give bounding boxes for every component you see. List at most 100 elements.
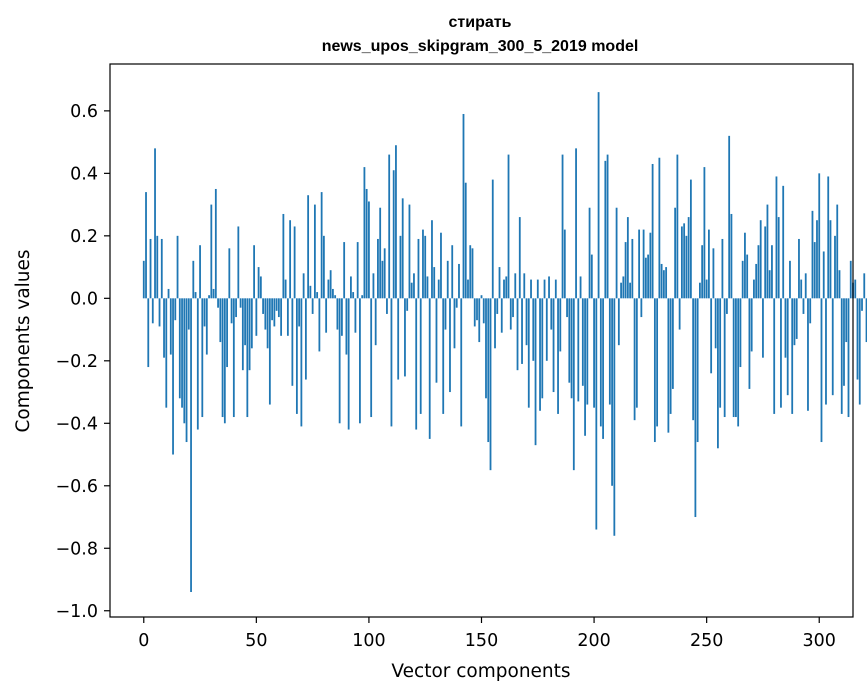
bar-177 — [541, 298, 544, 399]
bar-130 — [435, 298, 438, 383]
bar-162 — [507, 154, 510, 299]
x-ticks: 0 50 100 150 200 250 300 — [138, 617, 836, 651]
bar-98 — [363, 167, 366, 299]
bar-250 — [705, 279, 708, 299]
bar-90 — [345, 298, 348, 355]
bar-274 — [759, 220, 762, 299]
bar-230 — [660, 263, 663, 299]
bar-57 — [271, 298, 274, 321]
bar-238 — [678, 298, 681, 330]
bar-284 — [782, 185, 785, 299]
bar-232 — [665, 267, 668, 299]
bar-170 — [525, 298, 528, 346]
bar-212 — [620, 282, 622, 299]
bar-235 — [671, 298, 674, 389]
bar-183 — [554, 279, 557, 299]
bar-152 — [485, 298, 487, 399]
bar-190 — [570, 298, 573, 399]
bar-193 — [577, 298, 580, 402]
bar-262 — [732, 298, 735, 418]
bar-266 — [741, 260, 744, 299]
bar-319 — [861, 298, 863, 311]
bar-6 — [156, 235, 159, 299]
y-tick-label: −1.0 — [56, 602, 99, 622]
bar-15 — [176, 235, 179, 299]
bar-267 — [744, 232, 746, 299]
bar-136 — [449, 298, 451, 393]
bar-289 — [793, 298, 796, 346]
y-tick-label: 0.2 — [70, 227, 98, 247]
bar-200 — [593, 298, 595, 408]
bar-54 — [264, 298, 267, 330]
bar-184 — [557, 298, 559, 414]
bar-290 — [795, 298, 798, 339]
bar-320 — [863, 273, 866, 299]
bar-316 — [854, 279, 857, 299]
bar-87 — [338, 298, 341, 424]
bar-113 — [397, 298, 400, 380]
bar-34 — [219, 298, 222, 343]
bar-79 — [320, 192, 323, 299]
bar-5 — [154, 148, 156, 299]
bar-204 — [602, 298, 604, 439]
bar-240 — [683, 223, 686, 299]
bar-244 — [692, 298, 695, 421]
bar-294 — [804, 273, 807, 299]
bar-16 — [178, 298, 181, 399]
bar-160 — [503, 279, 505, 299]
bar-185 — [559, 298, 562, 352]
bar-188 — [566, 298, 568, 318]
bar-64 — [286, 298, 289, 336]
bar-135 — [446, 260, 449, 299]
bar-198 — [588, 207, 591, 299]
bar-81 — [325, 298, 328, 333]
bar-251 — [708, 229, 710, 299]
bar-174 — [534, 298, 537, 446]
bar-281 — [775, 176, 778, 299]
bar-307 — [834, 235, 836, 299]
bar-83 — [329, 270, 332, 299]
bar-91 — [347, 298, 350, 430]
bar-263 — [735, 298, 737, 418]
bar-143 — [464, 182, 467, 299]
bar-132 — [440, 232, 442, 299]
y-axis-label: Components values — [13, 249, 34, 432]
bar-227 — [653, 298, 656, 443]
bar-45 — [244, 298, 246, 346]
bar-277 — [766, 204, 769, 299]
bar-206 — [606, 154, 609, 299]
bar-300 — [818, 173, 821, 299]
bar-149 — [478, 298, 481, 343]
bar-163 — [509, 298, 512, 330]
bar-272 — [755, 263, 758, 299]
bar-78 — [318, 298, 321, 352]
bar-182 — [552, 298, 555, 393]
bar-248 — [701, 245, 704, 299]
bar-125 — [424, 235, 427, 299]
bar-205 — [604, 160, 607, 299]
bar-108 — [386, 298, 388, 314]
bar-118 — [408, 204, 411, 299]
bar-228 — [656, 298, 659, 427]
bar-97 — [361, 295, 364, 299]
bar-145 — [469, 245, 472, 299]
bar-181 — [550, 298, 553, 330]
bar-48 — [250, 298, 253, 349]
bar-117 — [406, 298, 409, 311]
bar-195 — [581, 298, 584, 386]
bar-60 — [277, 298, 280, 318]
bar-260 — [728, 135, 731, 299]
bar-199 — [590, 254, 593, 299]
bar-242 — [687, 217, 690, 299]
bar-176 — [539, 298, 541, 411]
bar-253 — [712, 248, 715, 299]
bar-142 — [462, 113, 465, 299]
bar-103 — [374, 298, 377, 346]
bar-282 — [777, 217, 780, 299]
bar-312 — [845, 298, 848, 343]
x-tick-label: 250 — [690, 631, 723, 651]
bar-297 — [811, 210, 814, 299]
bar-110 — [390, 298, 393, 427]
bar-302 — [822, 251, 825, 299]
bar-67 — [293, 226, 296, 299]
